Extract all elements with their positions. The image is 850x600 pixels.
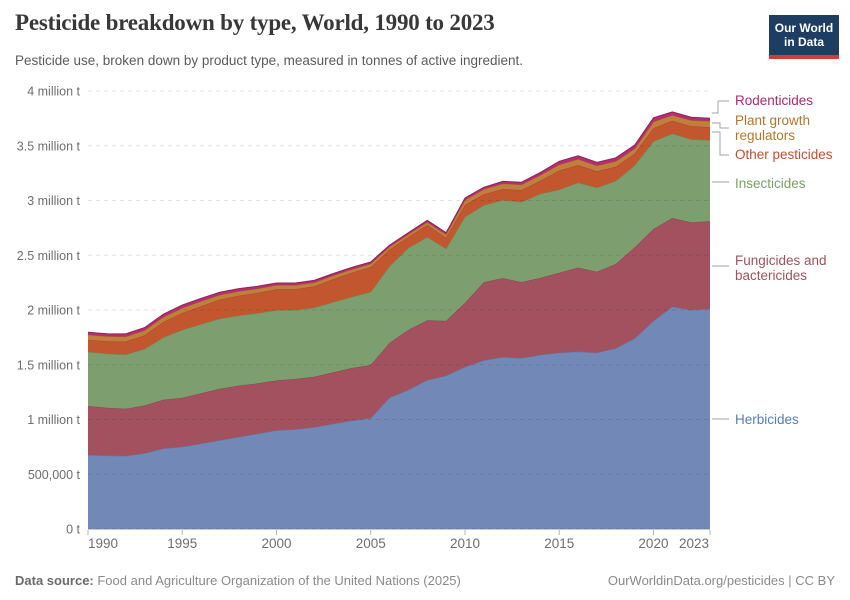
y-axis-tick-label: 0 t (66, 523, 80, 537)
legend-item-rodenticides[interactable]: Rodenticides (735, 93, 814, 108)
area-herbicides[interactable] (88, 306, 710, 529)
area-other-pesticides[interactable] (88, 120, 710, 355)
x-axis-tick-label: 2023 (679, 536, 709, 551)
chart-subtitle: Pesticide use, broken down by product ty… (15, 53, 524, 68)
x-axis-tick-label: 1990 (88, 536, 118, 551)
data-source: Data source: Food and Agriculture Organi… (15, 573, 461, 588)
x-axis-tick-label: 2010 (450, 536, 480, 551)
data-source-label: Data source: (15, 573, 94, 588)
owid-logo[interactable]: Our World in Data (769, 15, 839, 59)
x-axis-tick-label: 2015 (544, 536, 574, 551)
legend-item-insecticides[interactable]: Insecticides (735, 176, 806, 191)
attribution-link[interactable]: OurWorldinData.org/pesticides | CC BY (607, 573, 835, 588)
y-axis-tick-label: 1 million t (27, 413, 80, 427)
x-axis-tick-label: 1995 (167, 536, 197, 551)
y-axis-tick-label: 3 million t (27, 194, 80, 208)
y-axis-tick-label: 2 million t (27, 304, 80, 318)
legend-item-fungicides-and-bactericides[interactable]: Fungicides and bactericides (735, 253, 827, 283)
area-plant-growth-regulators[interactable] (88, 115, 710, 342)
legend-connector-other-pesticides (712, 131, 729, 156)
legend-connector-plant-growth-regulators (712, 122, 729, 129)
y-axis-tick-label: 2.5 million t (17, 249, 81, 263)
legend-connector-rodenticides (712, 100, 729, 114)
y-axis-tick-label: 4 million t (27, 85, 80, 99)
owid-logo-line2: in Data (783, 35, 824, 50)
legend-item-herbicides[interactable]: Herbicides (735, 412, 799, 427)
owid-logo-line1: Our World (774, 21, 834, 35)
area-insecticides[interactable] (88, 133, 710, 409)
y-axis-tick-label: 3.5 million t (17, 139, 81, 153)
y-axis-tick-label: 1.5 million t (17, 358, 81, 372)
x-axis-tick-label: 2020 (638, 536, 668, 551)
area-top-line-rodenticides (87, 111, 711, 335)
legend-item-plant-growth-regulators[interactable]: Plant growth regulators (735, 113, 811, 143)
x-axis-tick-label: 2005 (356, 536, 386, 551)
y-axis-tick-label: 500,000 t (28, 468, 81, 482)
x-axis-tick-label: 2000 (261, 536, 291, 551)
legend-item-other-pesticides[interactable]: Other pesticides (735, 147, 833, 162)
data-source-text: Food and Agriculture Organization of the… (93, 573, 461, 588)
page-title: Pesticide breakdown by type, World, 1990… (15, 10, 495, 35)
